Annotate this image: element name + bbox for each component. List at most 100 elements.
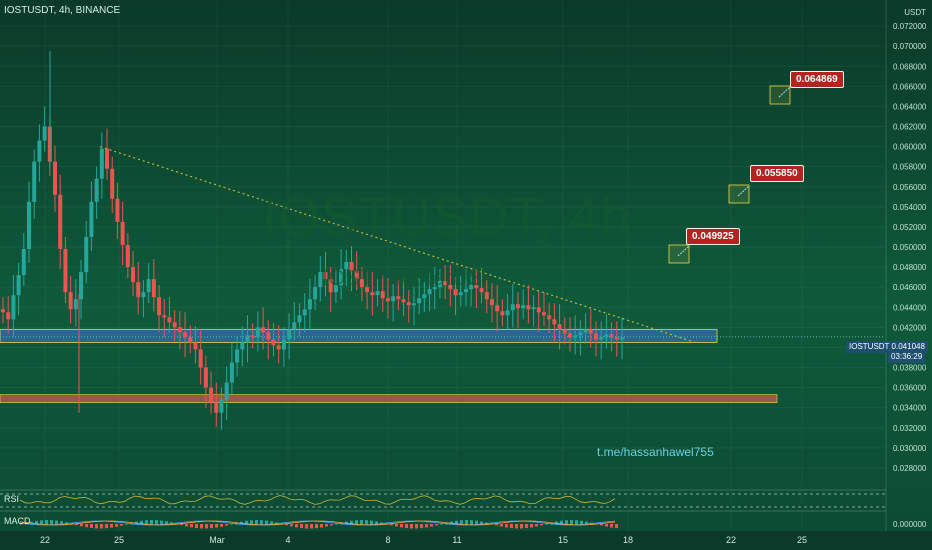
x-tick-label: 22 [40, 535, 50, 545]
candle-body [162, 315, 167, 318]
candle-body [328, 279, 333, 293]
macd-bar [585, 521, 588, 525]
candle-body [235, 349, 240, 363]
macd-bar [195, 524, 198, 529]
candle-body [547, 315, 552, 320]
candle-body [99, 148, 104, 179]
y-tick-label: 0.028000 [893, 464, 927, 473]
signal-line [19, 520, 616, 526]
candle-body [489, 299, 494, 306]
indicator-panes: 0.000000 [0, 489, 927, 529]
trendline [99, 146, 696, 343]
candle-body [349, 262, 354, 272]
candle-body [411, 303, 416, 306]
candle-body [120, 221, 125, 245]
macd-bar [90, 524, 93, 528]
macd-bar [245, 520, 248, 525]
candle-body [255, 327, 260, 338]
candle-body [110, 168, 115, 199]
candle-body [354, 271, 359, 280]
candle-body [58, 194, 63, 250]
candle-body [604, 334, 609, 338]
candle-body [417, 298, 422, 304]
candle-body [557, 324, 562, 330]
y-tick-label: 0.054000 [893, 203, 927, 212]
candle-body [167, 317, 172, 323]
macd-bar [35, 520, 38, 525]
macd-bar [150, 520, 153, 525]
macd-bar [500, 524, 503, 527]
macd-bar [230, 523, 233, 525]
macd-bar [50, 520, 53, 525]
trendline-segment [99, 146, 696, 343]
candle-body [526, 305, 531, 310]
candle-body [469, 285, 474, 290]
macd-bar [540, 524, 543, 526]
candle-body [614, 337, 619, 340]
y-tick-label: 0.072000 [893, 22, 927, 31]
current-price: 0.041048 [891, 342, 925, 351]
macd-bar [200, 524, 203, 529]
macd-bar [475, 520, 478, 525]
macd-bar [530, 524, 533, 528]
macd-bar [140, 520, 143, 525]
y-tick-label: 0.036000 [893, 384, 927, 393]
candle-body [146, 279, 151, 293]
macd-bar [370, 520, 373, 525]
macd-bar [570, 520, 573, 525]
candle-body [172, 322, 177, 328]
candle-body [391, 296, 396, 302]
candle-body [521, 305, 526, 309]
x-tick-label: 11 [452, 535, 461, 545]
macd-bar [40, 520, 43, 525]
candle-body [578, 332, 583, 336]
macd-bar [205, 524, 208, 529]
x-tick-label: 25 [797, 535, 807, 545]
candle-body [11, 295, 16, 320]
macd-bar [430, 524, 433, 527]
candle-body [463, 289, 468, 293]
candle-body [437, 281, 442, 288]
candle-body [453, 289, 458, 296]
lower-zone [0, 394, 778, 403]
macd-bar [605, 524, 608, 527]
macd-bar [365, 520, 368, 525]
candle-body [359, 279, 364, 288]
zones [0, 328, 885, 403]
macd-bar [560, 520, 563, 525]
candle-body [271, 339, 276, 346]
candle-body [370, 292, 375, 296]
candle-body [443, 281, 448, 286]
y-tick-label: 0.030000 [893, 444, 927, 453]
candle-body [333, 285, 338, 293]
macd-bar [160, 520, 163, 525]
candle-body [406, 302, 411, 306]
candle-body [422, 294, 427, 299]
target-label-2: 0.055850 [750, 165, 804, 182]
macd-bar [405, 524, 408, 529]
target-box [769, 85, 791, 105]
x-tick-label: 8 [385, 535, 390, 545]
candle-body [68, 292, 73, 310]
rsi-line [19, 495, 616, 505]
candle-body [224, 382, 229, 400]
x-tick-label: 22 [726, 535, 736, 545]
macd-bar [580, 520, 583, 525]
candle-body [620, 337, 624, 340]
macd-bar [420, 524, 423, 529]
candle-body [573, 335, 578, 338]
candle-body [245, 335, 250, 343]
candle-body [94, 178, 99, 202]
macd-bar [255, 520, 258, 525]
macd-bar [470, 520, 473, 525]
candle-body [37, 140, 42, 162]
candle-body [209, 387, 214, 403]
candle-body [588, 329, 593, 334]
macd-bar [105, 524, 108, 529]
candle-body [609, 334, 614, 338]
candle-body [141, 292, 146, 298]
macd-bar [545, 523, 548, 525]
candle-body [458, 292, 463, 296]
macd-bar [85, 524, 88, 528]
y-tick-label: 0.066000 [893, 82, 927, 91]
